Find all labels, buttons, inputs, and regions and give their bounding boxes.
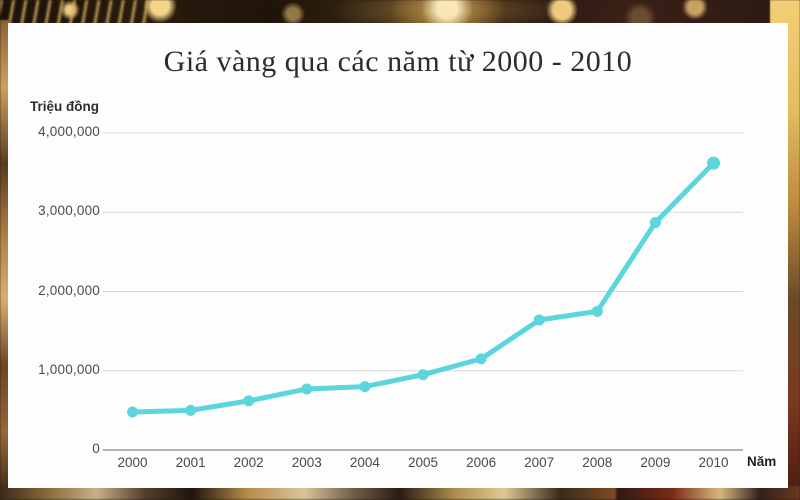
data-point-2003 (301, 383, 313, 395)
data-point-2001 (185, 404, 197, 416)
data-point-2004 (359, 381, 371, 393)
data-point-2002 (243, 395, 255, 407)
data-point-2008 (591, 305, 603, 317)
background-gold-texture-bottom (0, 486, 800, 500)
line-chart (103, 132, 743, 451)
data-point-2005 (417, 369, 429, 381)
chart-title: Giá vàng qua các năm từ 2000 - 2010 (163, 45, 633, 78)
data-point-2009 (649, 217, 661, 229)
x-axis-unit-label: Năm (747, 454, 777, 469)
background-gold-bars (0, 0, 150, 26)
chart-card: Giá vàng qua các năm từ 2000 - 2010 Triệ… (8, 23, 788, 488)
data-point-2000 (127, 406, 138, 418)
background-gold-texture-left (0, 20, 10, 500)
data-point-2010 (707, 156, 720, 170)
data-point-2006 (475, 353, 487, 365)
data-point-2007 (533, 314, 545, 326)
y-axis-unit-label: Triệu đồng (30, 99, 99, 114)
